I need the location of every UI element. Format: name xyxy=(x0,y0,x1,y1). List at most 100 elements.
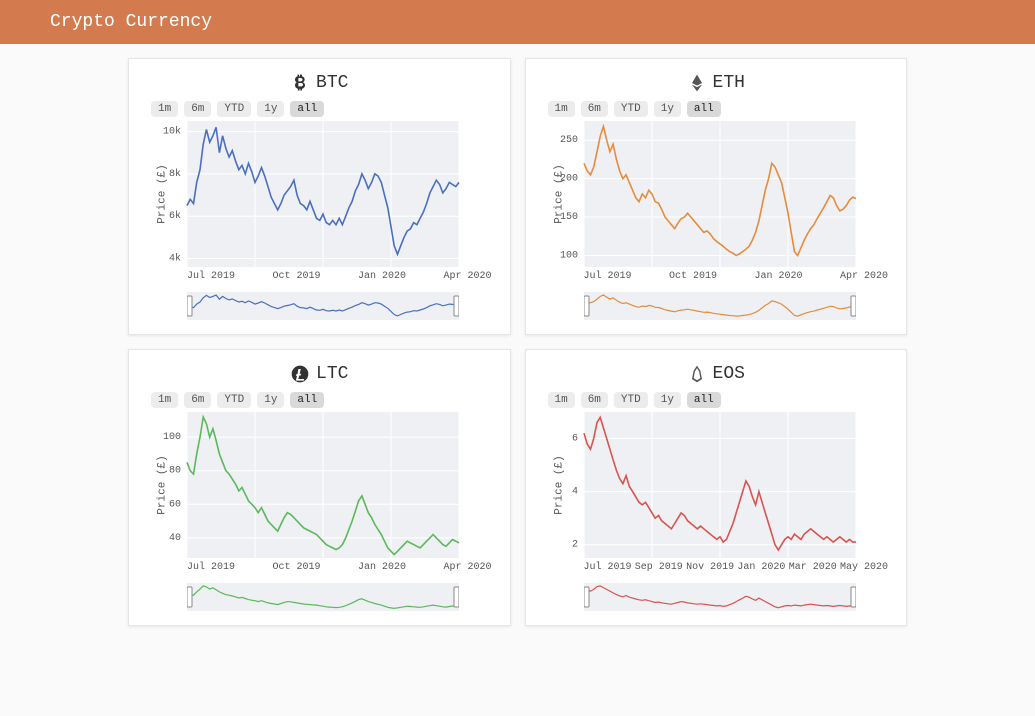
bitcoin-icon xyxy=(290,73,310,93)
range-button-1m[interactable]: 1m xyxy=(548,101,575,117)
svg-text:250: 250 xyxy=(559,135,577,146)
range-selector[interactable] xyxy=(584,292,893,320)
svg-text:6: 6 xyxy=(571,434,577,445)
app-title: Crypto Currency xyxy=(50,12,212,32)
y-axis-label: Price (£) xyxy=(553,164,565,223)
range-handle-left[interactable] xyxy=(187,296,192,316)
range-buttons: 1m 6m YTD 1y all xyxy=(548,392,893,408)
range-button-1m[interactable]: 1m xyxy=(548,392,575,408)
range-button-all[interactable]: all xyxy=(687,101,721,117)
range-buttons: 1m 6m YTD 1y all xyxy=(151,392,496,408)
svg-text:4: 4 xyxy=(571,487,577,498)
svg-text:8k: 8k xyxy=(169,168,181,180)
x-tick: Jul 2019 xyxy=(187,271,235,282)
range-buttons: 1m 6m YTD 1y all xyxy=(548,101,893,117)
range-button-1y[interactable]: 1y xyxy=(257,392,284,408)
dashboard-grid: BTC 1m 6m YTD 1y all Price (£) 4k 6k 8k 10k Jul 2… xyxy=(0,44,1035,646)
x-tick: Sep 2019 xyxy=(635,562,683,573)
y-axis-label: Price (£) xyxy=(157,164,169,223)
range-button-YTD[interactable]: YTD xyxy=(614,392,648,408)
panel-ltc: LTC 1m 6m YTD 1y all Price (£) 40 60 80 100 Jul 2… xyxy=(128,349,511,626)
chart-area: Price (£) 100150200250 xyxy=(540,119,893,269)
x-axis-labels: Jul 2019Oct 2019Jan 2020Apr 2020 xyxy=(584,271,889,282)
eos-icon xyxy=(687,364,707,384)
x-tick: Jan 2020 xyxy=(754,271,802,282)
app-header: Crypto Currency xyxy=(0,0,1035,44)
panel-eos: EOS 1m 6m YTD 1y all Price (£) 2 4 6 Jul 2019Sep… xyxy=(525,349,908,626)
panel-btc: BTC 1m 6m YTD 1y all Price (£) 4k 6k 8k 10k Jul 2… xyxy=(128,58,511,335)
range-handle-right[interactable] xyxy=(851,296,856,316)
y-axis-label: Price (£) xyxy=(157,455,169,514)
panel-title: ETH xyxy=(540,73,893,93)
chart-area: Price (£) 40 60 80 100 xyxy=(143,410,496,560)
range-handle-right[interactable] xyxy=(454,587,459,607)
y-axis-label: Price (£) xyxy=(553,455,565,514)
x-tick: Jan 2020 xyxy=(737,562,785,573)
range-selector[interactable] xyxy=(187,292,496,320)
range-button-all[interactable]: all xyxy=(290,101,324,117)
ethereum-icon xyxy=(687,73,707,93)
panel-eth: ETH1m6mYTD1yallPrice (£) 100150200250 Ju… xyxy=(525,58,908,335)
x-tick: Apr 2020 xyxy=(443,562,491,573)
x-tick: Oct 2019 xyxy=(669,271,717,282)
range-button-1m[interactable]: 1m xyxy=(151,392,178,408)
range-button-all[interactable]: all xyxy=(687,392,721,408)
x-tick: Jul 2019 xyxy=(187,562,235,573)
svg-text:6k: 6k xyxy=(169,210,181,222)
litecoin-icon xyxy=(290,364,310,384)
coin-symbol: ETH xyxy=(713,73,745,93)
x-tick: Jan 2020 xyxy=(358,562,406,573)
svg-text:60: 60 xyxy=(169,499,181,510)
chart-area: Price (£) 4k 6k 8k 10k xyxy=(143,119,496,269)
range-buttons: 1m 6m YTD 1y all xyxy=(151,101,496,117)
range-handle-left[interactable] xyxy=(584,587,589,607)
x-tick: Apr 2020 xyxy=(443,271,491,282)
range-button-1y[interactable]: 1y xyxy=(654,392,681,408)
range-button-6m[interactable]: 6m xyxy=(581,392,608,408)
price-chart[interactable]: 100150200250 xyxy=(540,119,860,269)
range-handle-right[interactable] xyxy=(851,587,856,607)
range-handle-right[interactable] xyxy=(454,296,459,316)
x-axis-labels: Jul 2019 Oct 2019 Jan 2020 Apr 2020 xyxy=(187,271,492,282)
x-tick: Apr 2020 xyxy=(840,271,888,282)
range-button-1y[interactable]: 1y xyxy=(257,101,284,117)
x-axis-labels: Jul 2019Sep 2019Nov 2019Jan 2020 Mar 2020… xyxy=(584,562,889,573)
price-chart[interactable]: 40 60 80 100 xyxy=(143,410,463,560)
range-button-6m[interactable]: 6m xyxy=(184,101,211,117)
x-tick: Oct 2019 xyxy=(272,271,320,282)
range-button-1y[interactable]: 1y xyxy=(654,101,681,117)
svg-text:100: 100 xyxy=(163,432,181,443)
svg-text:2: 2 xyxy=(571,540,577,551)
range-handle-left[interactable] xyxy=(187,587,192,607)
x-axis-labels: Jul 2019 Oct 2019 Jan 2020 Apr 2020 xyxy=(187,562,492,573)
range-selector[interactable] xyxy=(187,583,496,611)
panel-title: EOS xyxy=(540,364,893,384)
range-button-YTD[interactable]: YTD xyxy=(614,101,648,117)
range-button-6m[interactable]: 6m xyxy=(184,392,211,408)
x-tick: Jul 2019 xyxy=(584,562,632,573)
svg-text:40: 40 xyxy=(169,533,181,544)
svg-text:100: 100 xyxy=(559,250,577,261)
x-tick: May 2020 xyxy=(840,562,888,573)
price-chart[interactable]: 2 4 6 xyxy=(540,410,860,560)
svg-text:80: 80 xyxy=(169,466,181,477)
x-tick: Jan 2020 xyxy=(358,271,406,282)
coin-symbol: EOS xyxy=(713,364,745,384)
x-tick: Mar 2020 xyxy=(789,562,837,573)
x-tick: Oct 2019 xyxy=(272,562,320,573)
chart-area: Price (£) 2 4 6 xyxy=(540,410,893,560)
range-button-all[interactable]: all xyxy=(290,392,324,408)
range-handle-left[interactable] xyxy=(584,296,589,316)
range-button-YTD[interactable]: YTD xyxy=(217,392,251,408)
range-selector[interactable] xyxy=(584,583,893,611)
svg-text:4k: 4k xyxy=(169,253,181,265)
range-button-1m[interactable]: 1m xyxy=(151,101,178,117)
coin-symbol: BTC xyxy=(316,73,348,93)
panel-title: LTC xyxy=(143,364,496,384)
svg-text:10k: 10k xyxy=(163,126,181,138)
x-tick: Nov 2019 xyxy=(686,562,734,573)
price-chart[interactable]: 4k 6k 8k 10k xyxy=(143,119,463,269)
coin-symbol: LTC xyxy=(316,364,348,384)
range-button-YTD[interactable]: YTD xyxy=(217,101,251,117)
range-button-6m[interactable]: 6m xyxy=(581,101,608,117)
